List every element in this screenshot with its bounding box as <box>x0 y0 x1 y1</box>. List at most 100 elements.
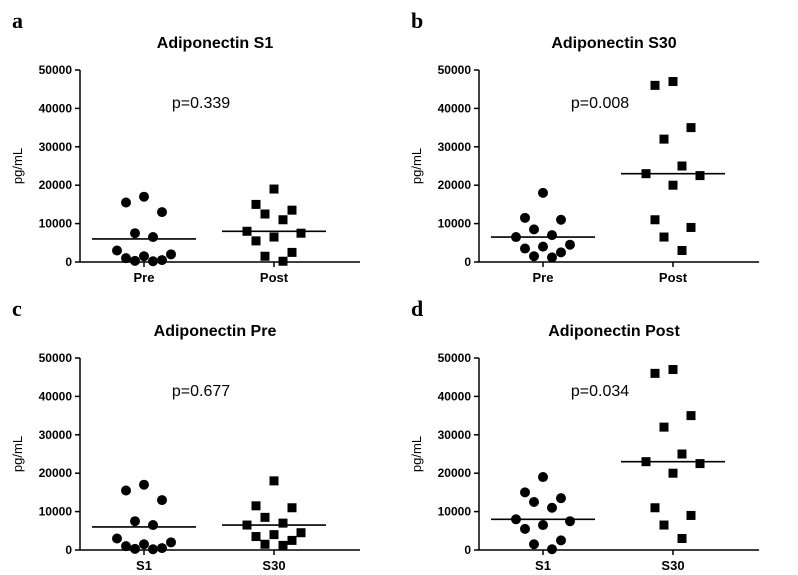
data-point-square <box>296 228 306 238</box>
y-tick-label: 40000 <box>39 389 73 403</box>
y-tick-label: 40000 <box>438 389 472 403</box>
data-point-circle <box>148 520 158 531</box>
data-point-square <box>269 184 279 194</box>
data-point-square <box>269 232 279 242</box>
data-point-circle <box>529 539 539 550</box>
chart-panel-d: d Adiponectin Post 0 10000 20000 30000 40000 5… <box>399 288 798 575</box>
panel-label: a <box>12 8 23 33</box>
y-tick-label: 50000 <box>438 63 472 77</box>
data-point-circle <box>520 243 530 254</box>
data-point-circle <box>529 251 539 262</box>
data-point-square <box>278 540 288 550</box>
data-point-square <box>296 528 306 538</box>
x-tick-label: S1 <box>136 558 152 573</box>
x-tick-label: Pre <box>533 270 554 285</box>
y-tick-label: 10000 <box>39 217 73 231</box>
data-point-square <box>686 222 696 232</box>
data-point-circle <box>547 230 557 241</box>
y-tick-label: 0 <box>65 255 72 269</box>
y-axis-label: pg/mL <box>409 436 424 472</box>
data-point-circle <box>529 497 539 507</box>
chart-title: Adiponectin S30 <box>551 35 676 52</box>
data-point-square <box>287 535 297 545</box>
y-axis-label: pg/mL <box>409 148 424 184</box>
chart-title: Adiponectin S1 <box>157 35 274 52</box>
y-tick-label: 20000 <box>39 178 73 192</box>
data-point-square <box>278 256 288 266</box>
data-point-square <box>686 510 696 520</box>
y-tick-label: 30000 <box>39 428 73 442</box>
y-tick-label: 20000 <box>438 466 472 480</box>
y-tick-label: 20000 <box>438 178 472 192</box>
chart-svg: Adiponectin Post 0 10000 20000 30000 40000 500… <box>409 323 759 573</box>
data-point-circle <box>520 487 530 498</box>
data-point-circle <box>139 251 149 262</box>
data-point-square <box>677 533 687 543</box>
data-point-square <box>278 518 288 528</box>
data-point-circle <box>130 228 140 239</box>
x-tick-label: Pre <box>134 270 155 285</box>
data-point-square <box>668 77 678 87</box>
data-point-circle <box>148 232 158 243</box>
y-tick-label: 40000 <box>438 101 472 115</box>
data-point-square <box>251 236 261 246</box>
data-point-circle <box>130 255 140 266</box>
data-point-circle <box>538 241 548 252</box>
data-point-square <box>641 457 651 467</box>
p-value-annotation: p=0.339 <box>172 95 230 112</box>
data-point-square <box>695 459 705 469</box>
data-point-square <box>260 512 270 522</box>
p-value-annotation: p=0.034 <box>571 383 629 400</box>
chart-svg: Adiponectin S1 0 10000 20000 30000 40000 50000… <box>10 35 360 285</box>
data-point-circle <box>166 537 176 548</box>
panel-label: b <box>411 8 424 33</box>
data-point-circle <box>538 187 548 198</box>
y-tick-label: 0 <box>464 255 471 269</box>
data-point-circle <box>121 197 131 208</box>
data-point-square <box>260 209 270 219</box>
data-point-circle <box>139 191 149 202</box>
data-point-square <box>677 161 687 171</box>
y-axis-label: pg/mL <box>10 436 25 472</box>
y-tick-label: 10000 <box>438 217 472 231</box>
data-point-square <box>650 80 660 90</box>
data-point-circle <box>148 256 158 267</box>
data-point-square <box>641 169 651 179</box>
data-point-circle <box>148 544 158 555</box>
data-point-square <box>686 123 696 133</box>
y-tick-label: 30000 <box>39 140 73 154</box>
chart-panel-b: b Adiponectin S30 0 10000 20000 30000 40000 50… <box>399 0 798 287</box>
data-point-square <box>287 503 297 513</box>
y-tick-label: 50000 <box>438 351 472 365</box>
data-point-square <box>686 411 696 421</box>
y-tick-label: 40000 <box>39 101 73 115</box>
data-point-square <box>242 520 252 530</box>
data-point-square <box>650 368 660 378</box>
data-point-square <box>668 468 678 478</box>
data-point-circle <box>538 520 548 531</box>
data-point-circle <box>538 472 548 483</box>
data-point-circle <box>556 493 566 504</box>
y-axis-label: pg/mL <box>10 148 25 184</box>
x-tick-label: Post <box>659 270 688 285</box>
data-point-square <box>659 520 669 530</box>
y-tick-label: 30000 <box>438 140 472 154</box>
chart-svg: Adiponectin Pre 0 10000 20000 30000 40000 5000… <box>10 323 360 573</box>
data-point-square <box>251 501 261 511</box>
data-point-circle <box>112 245 122 256</box>
x-tick-label: S30 <box>661 558 684 573</box>
data-point-square <box>269 476 279 486</box>
y-tick-label: 0 <box>464 543 471 557</box>
y-tick-label: 20000 <box>39 466 73 480</box>
data-point-square <box>659 134 669 144</box>
y-tick-label: 10000 <box>39 505 73 519</box>
data-point-circle <box>157 255 167 266</box>
data-point-circle <box>130 516 140 527</box>
x-tick-label: S30 <box>262 558 285 573</box>
data-point-circle <box>565 516 575 527</box>
data-point-square <box>659 232 669 242</box>
data-point-circle <box>547 544 557 555</box>
y-tick-label: 0 <box>65 543 72 557</box>
data-point-square <box>260 539 270 549</box>
y-tick-label: 50000 <box>39 63 73 77</box>
